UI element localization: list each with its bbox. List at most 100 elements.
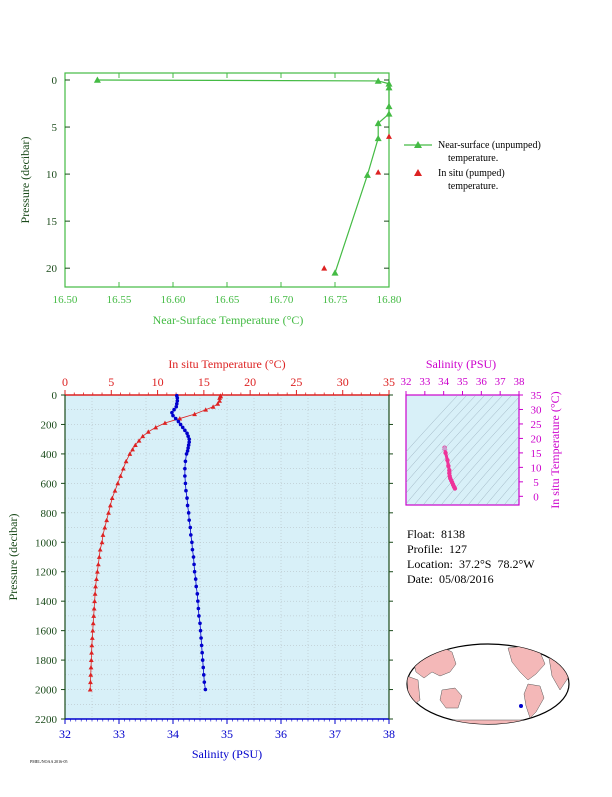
temperature-point (94, 576, 99, 582)
temperature-point (120, 466, 126, 471)
salinity-point (170, 410, 174, 415)
ts-x-axis-label: Salinity (PSU) (426, 357, 496, 371)
ts-point (443, 450, 448, 456)
salinity-point (185, 496, 189, 500)
salinity-point (198, 628, 203, 633)
map-float-location (519, 704, 523, 708)
temperature-point (89, 642, 95, 648)
near-surface-point (385, 110, 393, 117)
pressure-tick-label: 1800 (35, 655, 58, 667)
top-y-tick-label: 15 (46, 216, 58, 228)
temperature-point (136, 438, 142, 443)
temperature-point (210, 404, 216, 409)
temperature-point (88, 672, 94, 677)
salinity-point (174, 404, 179, 409)
density-contour (514, 380, 612, 515)
near-surface-point (374, 134, 382, 142)
salinity-point (196, 606, 201, 611)
ts-axis-ticks: 32 33 34 35 36 37 38 0 5 10 15 20 25 30 35 (401, 376, 543, 503)
temp-tick-label: 25 (290, 375, 302, 389)
map-land (407, 645, 569, 724)
temp-tick-label: 10 (152, 375, 164, 389)
salinity-point (190, 540, 194, 545)
salinity-point (199, 636, 203, 640)
salinity-point (172, 407, 176, 412)
salinity-point (183, 481, 188, 486)
map-australia (439, 687, 463, 709)
top-x-tick-label: 16.70 (269, 294, 294, 306)
salinity-point (190, 547, 195, 552)
salinity-point (184, 488, 188, 493)
density-contour (422, 396, 519, 505)
temperature-point (91, 613, 97, 618)
ts-x-tick-label: 38 (514, 376, 526, 388)
temperature-point (87, 687, 93, 692)
map-africa (407, 675, 421, 707)
salinity-point (189, 533, 193, 537)
ts-y-tick-label: 0 (533, 491, 539, 503)
temperature-point (130, 447, 135, 452)
salinity-point (184, 452, 189, 456)
temperature-point (88, 665, 94, 670)
temperature-point (215, 401, 221, 406)
density-contour (467, 445, 519, 505)
temperature-point (91, 606, 97, 611)
profile-bottom-axis-label: Salinity (PSU) (192, 747, 262, 761)
profile-number: Profile: 127 (407, 542, 467, 556)
top-x-tick-label: 16.75 (323, 294, 348, 306)
temp-tick-label: 15 (198, 375, 210, 389)
ts-y-tick-label: 30 (531, 404, 543, 416)
temperature-point (89, 650, 94, 655)
salinity-point (175, 399, 180, 403)
ts-point (445, 457, 450, 463)
ts-y-tick-label: 35 (531, 390, 543, 402)
legend-sub-in-situ: temperature. (448, 181, 498, 192)
density-contour (494, 476, 519, 505)
temperature-point (112, 488, 118, 493)
temperature-point (97, 547, 103, 552)
density-contour (406, 395, 468, 463)
salinity-point (201, 665, 206, 670)
pressure-tick-label: 1000 (35, 537, 58, 549)
temperature-point (192, 411, 197, 417)
pressure-tick-label: 2200 (35, 714, 58, 726)
salinity-point (203, 687, 208, 692)
near-surface-line (97, 79, 390, 274)
footer-credit: PMEL/NOAA 2016-05 (30, 759, 68, 764)
ts-density-contours (406, 380, 612, 515)
top-y-tick-label: 10 (46, 169, 58, 181)
legend-label-in-situ: In situ (pumped) (438, 168, 505, 179)
pressure-tick-label: 1400 (35, 596, 58, 608)
ts-point (446, 463, 451, 469)
salinity-point (187, 437, 191, 441)
near-surface-point (385, 102, 393, 110)
temperature-point (118, 473, 123, 478)
salinity-point (183, 459, 188, 464)
salinity-point (202, 680, 207, 684)
density-contour (512, 497, 519, 505)
near-surface-point (93, 76, 101, 83)
ts-y-tick-label: 5 (533, 477, 539, 489)
salinity-point (178, 422, 183, 427)
temperature-point (145, 429, 151, 434)
salinity-point (185, 503, 190, 508)
salinity-point (193, 577, 198, 581)
date: Date: 05/08/2016 (407, 572, 494, 586)
density-contour (449, 426, 519, 505)
pressure-tick-label: 800 (41, 508, 58, 520)
temp-tick-label: 30 (337, 375, 349, 389)
salinity-point (186, 511, 191, 515)
top-y-tick-label: 0 (52, 75, 58, 87)
legend-marker-near-surface (414, 141, 422, 148)
top-x-tick-label: 16.80 (377, 294, 402, 306)
sal-tick-label: 34 (167, 727, 179, 741)
legend-marker-in-situ (414, 169, 422, 176)
ts-x-tick-label: 33 (419, 376, 431, 388)
temperature-point (106, 510, 111, 515)
pressure-tick-label: 1600 (35, 626, 58, 638)
temperature-point (153, 425, 159, 430)
ts-x-tick-label: 35 (457, 376, 469, 388)
salinity-point (195, 592, 200, 596)
ts-x-tick-label: 37 (495, 376, 507, 388)
